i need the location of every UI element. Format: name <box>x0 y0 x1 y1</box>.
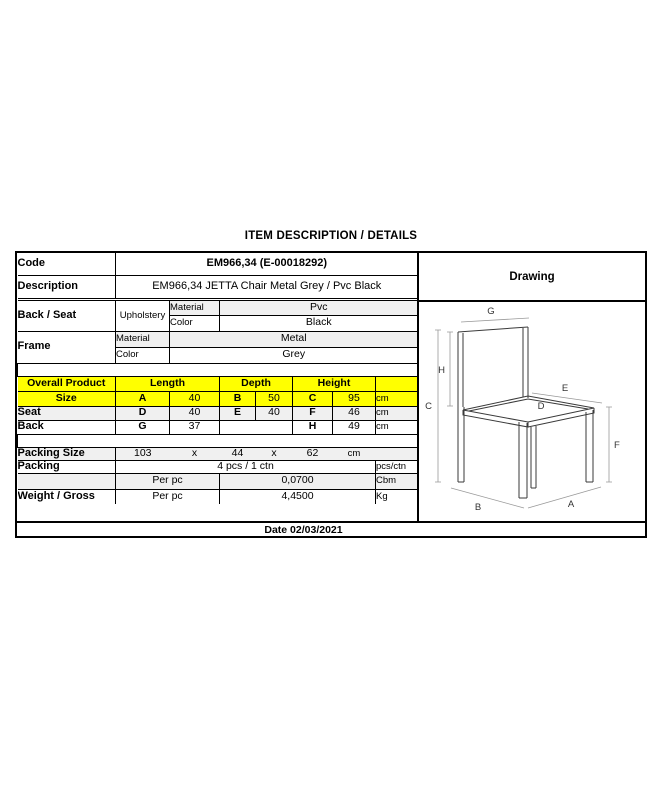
dimension-header-row: Overall Product Length Depth Height <box>17 375 418 392</box>
chair-drawing: G H C E D F B A <box>419 302 645 521</box>
overall-product-label: Overall Product <box>17 375 116 392</box>
dimension-lines <box>435 317 612 509</box>
weight-value: 4,4500 <box>219 488 376 504</box>
seat-label: Seat <box>17 405 116 421</box>
upholstery-material-key: Material <box>169 298 220 316</box>
frame-material-value: Metal <box>169 330 418 348</box>
frame-color-value: Grey <box>169 346 418 364</box>
dim-cell: 37 <box>169 419 220 435</box>
dimension-labels: G H C E D F B A <box>425 306 620 513</box>
dim-cell: 40 <box>169 390 220 407</box>
weight-per: Per pc <box>115 488 220 504</box>
dim-cell: A <box>115 390 170 407</box>
size-label: Size <box>17 390 116 407</box>
dim-unit: cm <box>375 419 418 435</box>
packing-value: 4 pcs / 1 ctn <box>115 459 376 474</box>
length-header: Length <box>115 375 220 392</box>
back-seat-label: Back / Seat <box>17 298 116 332</box>
packing-size-value: 44 <box>219 446 256 461</box>
date-footer: Date 02/03/2021 <box>17 521 645 536</box>
packing-size-value: 62 <box>292 446 333 461</box>
packing-size-label: Packing Size <box>17 446 116 461</box>
dim-cell: B <box>219 390 256 407</box>
packing-size-value: 103 <box>115 446 170 461</box>
packing-size-sep: x <box>169 446 220 461</box>
height-header: Height <box>292 375 376 392</box>
depth-header: Depth <box>219 375 293 392</box>
volume-row: Per pc 0,0700 Cbm <box>17 472 418 490</box>
dim-cell: 40 <box>169 405 220 421</box>
frame-color-key: Color <box>115 346 170 364</box>
dim-cell: 49 <box>332 419 376 435</box>
overall-size-row: Size A 40 B 50 C 95 cm <box>17 390 418 407</box>
upholstery-color-key: Color <box>169 314 220 332</box>
packing-size-unit: cm <box>332 446 376 461</box>
volume-value: 0,0700 <box>219 472 376 490</box>
frame-material-row: Frame Material Metal <box>17 330 418 364</box>
dim-cell: 95 <box>332 390 376 407</box>
dim-label-b: B <box>475 502 481 513</box>
packing-size-row: Packing Size 103 x 44 x 62 cm <box>17 446 418 461</box>
seat-size-row: Seat D 40 E 40 F 46 cm <box>17 405 418 421</box>
back-seat-material-row: Back / Seat Upholstery Material Pvc <box>17 298 418 332</box>
page-title: ITEM DESCRIPTION / DETAILS <box>244 230 418 242</box>
chair-outline <box>457 326 595 499</box>
details-table: Code EM966,34 (E-00018292) Description E… <box>17 253 418 521</box>
back-seat-color-row: Color Black <box>18 314 418 332</box>
dim-cell: F <box>292 405 333 421</box>
dim-cell: 50 <box>255 390 293 407</box>
frame-label: Frame <box>17 330 116 364</box>
drawing-cell: Drawing <box>417 253 645 521</box>
code-value: EM966,34 (E-00018292) <box>115 253 418 276</box>
dim-cell: C <box>292 390 333 407</box>
dim-cell: 40 <box>255 405 293 421</box>
dim-label-f: F <box>614 440 620 451</box>
chair-line-drawing: G H C E D F B A <box>425 306 620 513</box>
dim-label-h: H <box>438 365 445 376</box>
back-size-row: Back G 37 H 49 cm <box>17 419 418 435</box>
dim-label-g: G <box>487 306 494 317</box>
drawing-title: Drawing <box>419 253 645 302</box>
volume-unit: Cbm <box>375 472 418 490</box>
description-row: Description EM966,34 JETTA Chair Metal G… <box>17 274 418 301</box>
upholstery-material-value: Pvc <box>219 298 418 316</box>
packing-label: Packing <box>17 459 116 474</box>
weight-unit: Kg <box>375 488 418 504</box>
dim-cell: G <box>115 419 170 435</box>
dim-unit: cm <box>375 390 418 407</box>
code-label: Code <box>17 253 116 276</box>
weight-row: Weight / Gross Per pc 4,4500 Kg <box>17 488 418 504</box>
description-value: EM966,34 JETTA Chair Metal Grey / Pvc Bl… <box>115 274 418 301</box>
upholstery-label: Upholstery <box>115 298 170 332</box>
dim-unit: cm <box>375 405 418 421</box>
dim-label-c: C <box>425 401 432 412</box>
dim-label-d: D <box>538 401 545 412</box>
dim-label-a: A <box>568 499 575 510</box>
weight-label: Weight / Gross <box>17 488 116 504</box>
spacer-row <box>17 362 418 377</box>
upholstery-color-value: Black <box>219 314 418 332</box>
dim-label-e: E <box>562 383 568 394</box>
dim-cell: H <box>292 419 333 435</box>
code-row: Code EM966,34 (E-00018292) <box>17 253 418 276</box>
dim-cell: E <box>219 405 256 421</box>
spacer-row <box>17 433 418 448</box>
back-label: Back <box>17 419 116 435</box>
packing-size-sep: x <box>255 446 293 461</box>
packing-row: Packing 4 pcs / 1 ctn pcs/ctn <box>17 459 418 474</box>
volume-per: Per pc <box>115 472 220 490</box>
frame-material-key: Material <box>115 330 170 348</box>
dim-cell: 46 <box>332 405 376 421</box>
packing-unit: pcs/ctn <box>375 459 418 474</box>
spec-table: Code EM966,34 (E-00018292) Description E… <box>15 251 647 538</box>
description-label: Description <box>17 274 116 301</box>
dim-cell: D <box>115 405 170 421</box>
